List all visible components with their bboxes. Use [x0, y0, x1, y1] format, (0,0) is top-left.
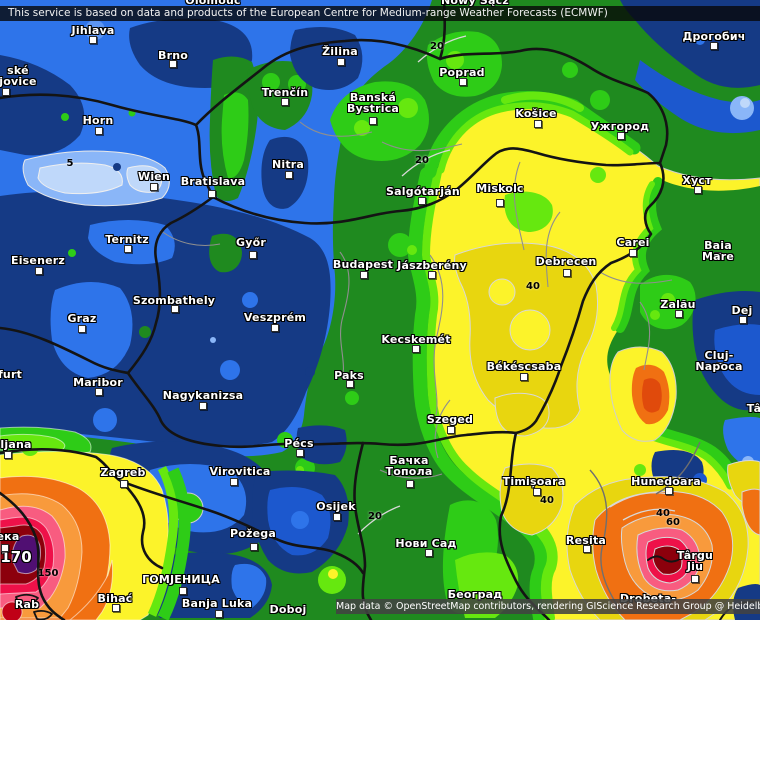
precip-field-graphic: [0, 0, 760, 620]
contour-lines: [357, 35, 676, 535]
ecmwf-disclaimer-banner: This service is based on data and produc…: [0, 6, 760, 21]
precip-blue-west: [0, 0, 432, 457]
precip-northeast: [501, 0, 760, 232]
admin-borders: [159, 121, 701, 611]
map-attribution: Map data © OpenStreetMap contributors, r…: [336, 599, 760, 614]
precipitation-map[interactable]: 5 20 20 20 40 40 40 60 150 170 Jihlava Brno ské jov…: [0, 0, 760, 620]
legend-panel: Accumulated total precipitation (mm) Fro…: [0, 620, 760, 760]
precip-transylvania: [609, 274, 760, 620]
precip-slovakia-greens: [61, 26, 502, 594]
precip-targu-max: [566, 476, 760, 620]
precip-mustard-40-50: [454, 242, 760, 536]
precip-rijeka-max: [0, 426, 191, 620]
